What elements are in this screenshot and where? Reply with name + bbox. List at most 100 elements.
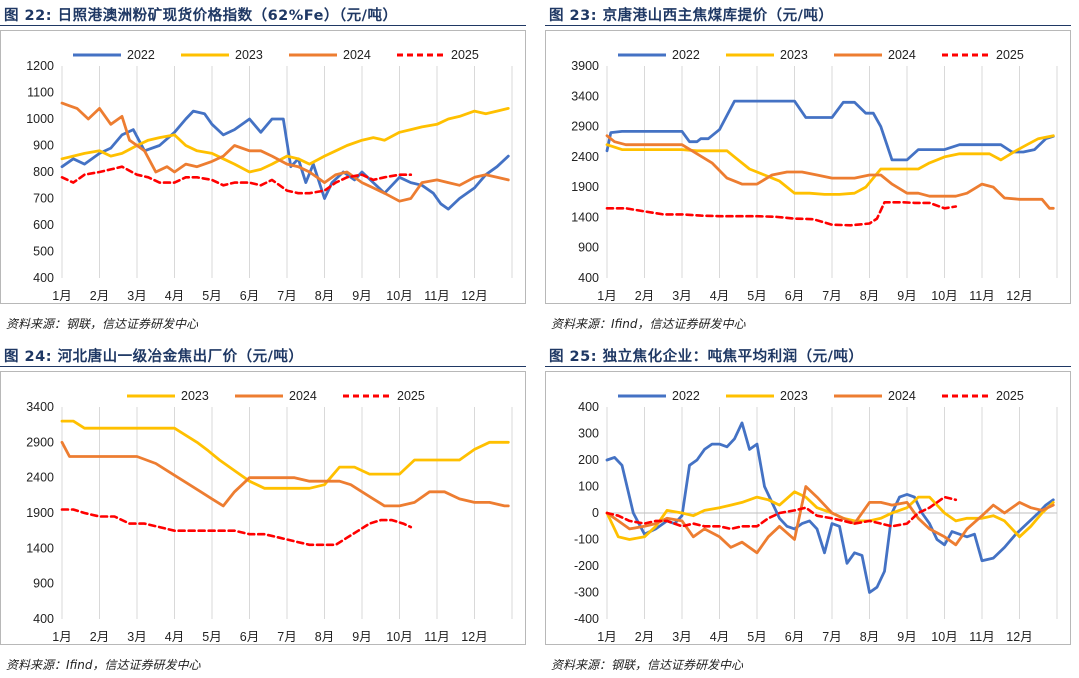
chart-canvas: -400 -300 -200 -100 0 100 200 300 400 1月 2月 3月 4月 5月 6… bbox=[574, 389, 1058, 644]
series-line-2025 bbox=[605, 495, 958, 531]
y-tick-label: 400 bbox=[33, 271, 54, 285]
x-tick-label: 1月 bbox=[597, 630, 616, 644]
y-tick-label: 1100 bbox=[27, 86, 54, 100]
x-tick-label: 12月 bbox=[461, 630, 487, 644]
y-tick-label: 3400 bbox=[26, 400, 54, 414]
x-tick-label: 11月 bbox=[424, 630, 449, 644]
chart-panel-24: 图 24: 河北唐山一级冶金焦出厂价（元/吨） 400 900 1400 1900 24… bbox=[0, 341, 534, 678]
x-tick-label: 5月 bbox=[202, 630, 221, 644]
series-line-2023 bbox=[60, 419, 510, 490]
y-tick-label: 200 bbox=[578, 453, 599, 467]
legend-label: 2024 bbox=[343, 48, 371, 62]
x-tick-label: 5月 bbox=[747, 289, 766, 303]
y-tick-label: -400 bbox=[574, 612, 599, 626]
series-line-2023 bbox=[605, 134, 1055, 196]
y-tick-label: 400 bbox=[578, 400, 599, 414]
series-line-2025 bbox=[605, 201, 958, 227]
y-tick-label: 1900 bbox=[26, 506, 54, 520]
x-tick-label: 10月 bbox=[386, 289, 412, 303]
x-tick-label: 9月 bbox=[352, 289, 371, 303]
x-tick-label: 4月 bbox=[165, 289, 184, 303]
y-tick-label: 800 bbox=[33, 165, 54, 179]
x-tick-label: 11月 bbox=[969, 289, 994, 303]
x-tick-label: 4月 bbox=[165, 630, 184, 644]
series-line-2025 bbox=[60, 165, 413, 195]
x-tick-label: 7月 bbox=[277, 630, 296, 644]
plot-frame bbox=[545, 30, 1071, 304]
y-tick-label: 2900 bbox=[26, 435, 54, 449]
chart-title: 图 22: 日照港澳洲粉矿现货价格指数（62%Fe）（元/吨） bbox=[4, 8, 398, 24]
x-tick-label: 6月 bbox=[240, 289, 259, 303]
legend-label: 2024 bbox=[888, 389, 916, 403]
title-divider bbox=[0, 25, 526, 26]
title-divider bbox=[0, 366, 526, 367]
y-tick-label: 1000 bbox=[26, 112, 54, 126]
chart-canvas: 400 900 1400 1900 2400 2900 3400 3900 1月 2月 3月 4月 5月… bbox=[571, 48, 1058, 303]
series-line-2022 bbox=[605, 421, 1055, 594]
x-tick-label: 6月 bbox=[785, 630, 804, 644]
x-tick-label: 10月 bbox=[931, 289, 957, 303]
y-tick-label: 100 bbox=[578, 480, 599, 494]
legend-label: 2022 bbox=[672, 389, 700, 403]
legend-label: 2025 bbox=[451, 48, 479, 62]
chart-title: 图 24: 河北唐山一级冶金焦出厂价（元/吨） bbox=[4, 349, 304, 365]
series-line-2025 bbox=[60, 508, 413, 547]
title-divider bbox=[545, 25, 1071, 26]
x-tick-label: 9月 bbox=[352, 630, 371, 644]
x-tick-label: 8月 bbox=[315, 630, 334, 644]
source-note: 资料来源：钢联，信达证券研发中心 bbox=[551, 658, 744, 672]
legend-label: 2024 bbox=[289, 389, 317, 403]
legend-label: 2023 bbox=[780, 389, 808, 403]
y-tick-label: -100 bbox=[574, 533, 599, 547]
x-tick-label: 10月 bbox=[931, 630, 957, 644]
series-line-2024 bbox=[60, 440, 510, 508]
x-tick-label: 2月 bbox=[635, 630, 654, 644]
y-tick-label: 3400 bbox=[571, 89, 599, 103]
chart-title: 图 25: 独立焦化企业：吨焦平均利润（元/吨） bbox=[549, 349, 864, 365]
y-tick-label: 600 bbox=[33, 218, 54, 232]
legend-label: 2022 bbox=[127, 48, 155, 62]
y-tick-label: 1900 bbox=[571, 180, 599, 194]
x-tick-label: 8月 bbox=[860, 289, 879, 303]
x-tick-label: 12月 bbox=[1006, 289, 1032, 303]
x-tick-label: 7月 bbox=[277, 289, 296, 303]
x-tick-label: 4月 bbox=[710, 630, 729, 644]
legend-label: 2022 bbox=[672, 48, 700, 62]
x-tick-label: 4月 bbox=[710, 289, 729, 303]
y-tick-label: 3900 bbox=[571, 59, 599, 73]
y-tick-label: 2400 bbox=[26, 471, 54, 485]
chart-panel-23: 图 23: 京唐港山西主焦煤库提价（元/吨） 400 900 1400 1900 240… bbox=[545, 0, 1079, 337]
y-tick-label: 0 bbox=[592, 506, 599, 520]
legend-label: 2025 bbox=[996, 48, 1024, 62]
x-tick-label: 7月 bbox=[822, 630, 841, 644]
chart-panel-22: 图 22: 日照港澳洲粉矿现货价格指数（62%Fe）（元/吨） 400 500 60… bbox=[0, 0, 534, 337]
series-line-2022 bbox=[605, 99, 1055, 162]
legend-label: 2023 bbox=[181, 389, 209, 403]
chart-canvas: 400 500 600 700 800 900 1000 1100 1200 1月 2月 3月 4月 5月… bbox=[26, 48, 513, 303]
x-tick-label: 7月 bbox=[822, 289, 841, 303]
series-line-2024 bbox=[60, 101, 510, 203]
x-tick-label: 3月 bbox=[127, 289, 146, 303]
x-tick-label: 10月 bbox=[386, 630, 412, 644]
y-tick-label: 2900 bbox=[571, 120, 599, 134]
y-tick-label: 900 bbox=[33, 577, 54, 591]
y-tick-label: 1400 bbox=[26, 541, 54, 555]
x-tick-label: 3月 bbox=[127, 630, 146, 644]
legend-label: 2025 bbox=[996, 389, 1024, 403]
y-tick-label: -200 bbox=[574, 559, 599, 573]
series-line-2024 bbox=[605, 134, 1055, 210]
y-tick-label: 900 bbox=[578, 241, 599, 255]
y-tick-label: 1400 bbox=[571, 210, 599, 224]
y-tick-label: 300 bbox=[578, 427, 599, 441]
x-tick-label: 6月 bbox=[240, 630, 259, 644]
x-tick-label: 2月 bbox=[90, 630, 109, 644]
x-tick-label: 8月 bbox=[860, 630, 879, 644]
title-divider bbox=[545, 366, 1071, 367]
legend-label: 2023 bbox=[235, 48, 263, 62]
source-note: 资料来源：钢联，信达证券研发中心 bbox=[6, 317, 199, 331]
y-tick-label: 2400 bbox=[571, 150, 599, 164]
y-tick-label: -300 bbox=[574, 586, 599, 600]
legend-label: 2025 bbox=[397, 389, 425, 403]
y-tick-label: 400 bbox=[578, 271, 599, 285]
y-tick-label: 1200 bbox=[26, 59, 54, 73]
